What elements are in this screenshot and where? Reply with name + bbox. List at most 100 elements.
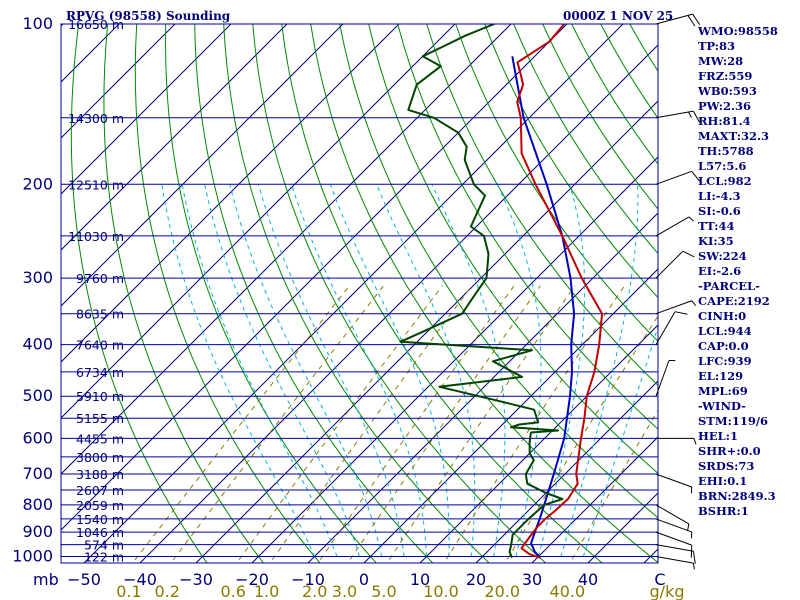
wind-barb — [655, 300, 697, 315]
temperature-tick-label: 10 — [410, 570, 430, 589]
dry-adiabat-line — [103, 24, 265, 563]
pressure-tick-label: 600 — [22, 428, 53, 447]
mixing-ratio-line — [170, 285, 385, 563]
height-label: 574 m — [84, 538, 124, 553]
mixing-ratio-line — [504, 315, 658, 563]
isotherm-line — [61, 24, 288, 251]
barb-shaft — [655, 556, 694, 564]
index-item: TH:5788 — [698, 144, 754, 158]
index-item: SRDS:73 — [698, 459, 755, 473]
barb-half-feather — [687, 523, 690, 531]
dry-adiabat-line — [70, 24, 208, 563]
barb-shaft — [655, 473, 692, 488]
pressure-tick-label: 800 — [22, 495, 53, 514]
index-item: CAP:0.0 — [698, 339, 749, 353]
index-item: -PARCEL- — [698, 279, 760, 293]
wind-barb — [655, 473, 693, 494]
mixing-ratio-line — [236, 285, 443, 563]
isotherm-line — [0, 24, 7, 568]
barb-shaft — [655, 250, 684, 279]
wind-barb — [655, 504, 690, 531]
indices-panel: WMO:98558 TP:83 MW:28 FRZ:559 WB0:593 PW:2.36… — [698, 24, 778, 519]
wind-barb — [655, 170, 700, 185]
index-item: SHR+:0.0 — [698, 444, 761, 458]
wind-barb — [655, 13, 701, 27]
index-item: CAPE:2192 — [698, 294, 770, 308]
barb-half-feather — [692, 563, 695, 570]
barb-feather — [692, 110, 700, 123]
wind-barb — [655, 518, 693, 539]
barb-shaft — [655, 110, 694, 119]
height-label: 2059 m — [76, 498, 124, 513]
wind-barb — [655, 216, 694, 237]
plot-frame — [60, 23, 659, 564]
temperature-tick-label: −30 — [179, 570, 213, 589]
index-item: RH:81.4 — [698, 114, 751, 128]
isotherm-line — [475, 380, 658, 563]
pressure-tick-label: 500 — [22, 386, 53, 405]
index-item: LFC:939 — [698, 354, 752, 368]
index-item: TP:83 — [698, 39, 736, 53]
temperature-tick-label: −40 — [123, 570, 157, 589]
pressure-tick-label: 300 — [22, 268, 53, 287]
index-item: WMO:98558 — [698, 24, 778, 38]
dry-adiabat-line — [164, 24, 378, 563]
isotherm-line — [61, 24, 64, 27]
moist-adiabat-line — [329, 184, 450, 557]
barb-half-feather — [691, 300, 697, 306]
dry-adiabat-line — [484, 24, 658, 299]
dewpoint-trace — [399, 24, 564, 559]
mixing-ratio-line — [269, 285, 473, 563]
barb-feather — [674, 311, 688, 315]
mixing-ratio-label: 40.0 — [550, 582, 586, 600]
moist-adiabat-line — [582, 324, 658, 557]
dry-adiabat-line — [339, 24, 658, 519]
mixing-ratio-label: 0.1 — [116, 582, 141, 600]
mixing-ratio-line — [443, 285, 626, 563]
temperature-tick-label: −10 — [291, 570, 325, 589]
height-label: 8635 m — [76, 307, 124, 322]
isotherm-line — [419, 324, 658, 563]
temperature-tick-label: −20 — [235, 570, 269, 589]
pressure-tick-label: 200 — [22, 174, 53, 193]
index-item: PW:2.36 — [698, 99, 752, 113]
mixing-ratio-label: 10.0 — [423, 582, 459, 600]
barb-half-feather — [693, 438, 697, 445]
mixing-ratio-label: 20.0 — [484, 582, 520, 600]
temperature-tick-label: −50 — [67, 570, 101, 589]
station-title: RPVG (98558) Sounding — [66, 9, 231, 23]
isotherm-line — [61, 24, 176, 139]
dry-adiabat-line — [194, 24, 434, 563]
mixing-ratio-label: 3.0 — [332, 582, 357, 600]
index-item: WB0:593 — [698, 84, 757, 98]
mixing-ratio-line — [131, 285, 350, 563]
barb-feather — [692, 13, 701, 25]
moist-adiabat-line — [376, 184, 476, 557]
pressure-tick-label: 900 — [22, 522, 53, 541]
index-item: -WIND- — [698, 399, 746, 413]
height-label: 4455 m — [76, 431, 124, 446]
dry-adiabat-line — [134, 24, 321, 563]
barb-shaft — [655, 13, 693, 25]
temperature-tick-label: 40 — [578, 570, 598, 589]
moist-adiabat-line — [161, 184, 315, 557]
index-item: MAXT:32.3 — [698, 129, 769, 143]
isotherm-line — [61, 24, 232, 195]
index-item: LCL:944 — [698, 324, 752, 338]
temperature-tick-label: 20 — [466, 570, 486, 589]
index-item: TT:44 — [698, 219, 735, 233]
index-item: LCL:982 — [698, 174, 752, 188]
barb-half-feather — [688, 111, 692, 118]
index-item: STM:119/6 — [698, 414, 769, 428]
isobar-lines — [61, 23, 658, 557]
wind-barb — [655, 544, 696, 564]
dry-adiabat-line — [426, 24, 658, 387]
index-item: HEL:1 — [698, 429, 738, 443]
isotherm-line — [61, 24, 400, 363]
mixing-ratio-line — [569, 409, 658, 563]
sounding-time: 0000Z 1 NOV 25 — [563, 9, 674, 23]
dry-adiabat-line — [513, 24, 658, 255]
barb-shaft — [655, 518, 692, 533]
barb-feather — [691, 170, 700, 182]
